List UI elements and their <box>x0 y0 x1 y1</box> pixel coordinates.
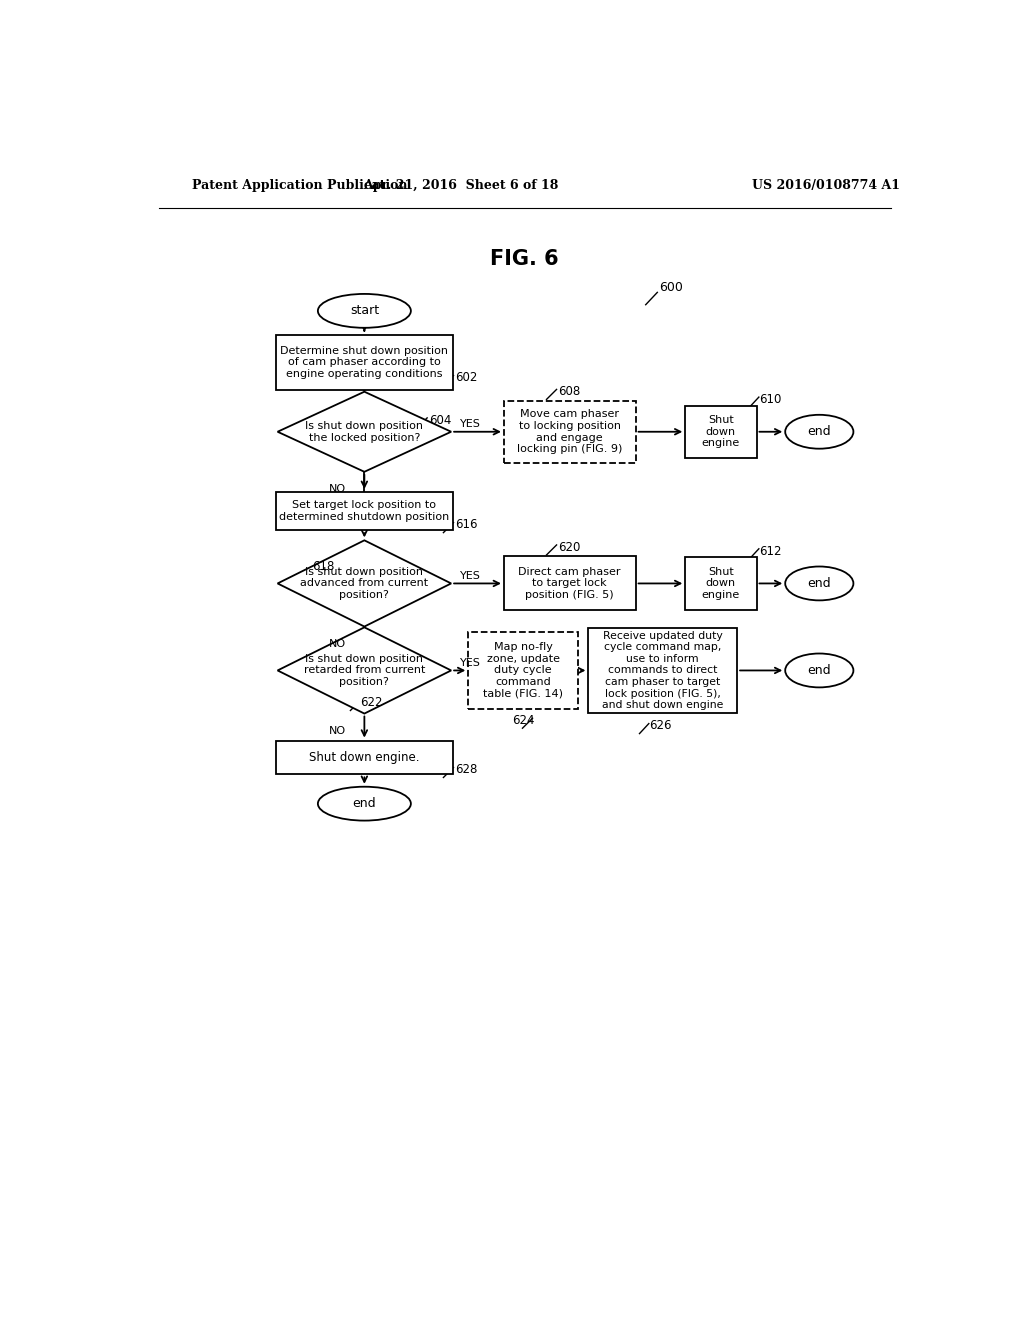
Text: Set target lock position to
determined shutdown position: Set target lock position to determined s… <box>280 500 450 521</box>
Polygon shape <box>278 392 452 471</box>
Text: 602: 602 <box>455 371 477 384</box>
Text: Determine shut down position
of cam phaser according to
engine operating conditi: Determine shut down position of cam phas… <box>281 346 449 379</box>
FancyBboxPatch shape <box>276 741 453 775</box>
Text: YES: YES <box>461 657 481 668</box>
Text: 624: 624 <box>512 714 535 727</box>
Text: Patent Application Publication: Patent Application Publication <box>191 178 408 191</box>
FancyBboxPatch shape <box>276 492 453 531</box>
Text: Receive updated duty
cycle command map,
use to inform
commands to direct
cam pha: Receive updated duty cycle command map, … <box>602 631 723 710</box>
Text: end: end <box>808 425 831 438</box>
Ellipse shape <box>785 653 853 688</box>
FancyBboxPatch shape <box>589 628 737 713</box>
Text: Shut down engine.: Shut down engine. <box>309 751 420 764</box>
Ellipse shape <box>785 566 853 601</box>
Text: end: end <box>808 664 831 677</box>
Text: Direct cam phaser
to target lock
position (FIG. 5): Direct cam phaser to target lock positio… <box>518 566 621 601</box>
Text: 620: 620 <box>558 541 581 554</box>
Text: 628: 628 <box>455 763 477 776</box>
Text: end: end <box>808 577 831 590</box>
Text: start: start <box>350 305 379 317</box>
Text: Move cam phaser
to locking position
and engage
locking pin (FIG. 9): Move cam phaser to locking position and … <box>517 409 623 454</box>
Ellipse shape <box>317 294 411 327</box>
Text: 600: 600 <box>658 281 683 294</box>
Ellipse shape <box>785 414 853 449</box>
FancyBboxPatch shape <box>504 557 636 610</box>
Text: Is shut down position
retarded from current
position?: Is shut down position retarded from curr… <box>304 653 425 686</box>
Text: Apr. 21, 2016  Sheet 6 of 18: Apr. 21, 2016 Sheet 6 of 18 <box>364 178 559 191</box>
Text: Shut
down
engine: Shut down engine <box>701 416 740 449</box>
Polygon shape <box>278 540 452 627</box>
Text: end: end <box>352 797 376 810</box>
FancyBboxPatch shape <box>685 405 757 458</box>
Text: NO: NO <box>329 483 346 494</box>
Text: YES: YES <box>461 418 481 429</box>
Text: NO: NO <box>329 639 346 648</box>
Text: Map no-fly
zone, update
duty cycle
command
table (FIG. 14): Map no-fly zone, update duty cycle comma… <box>483 643 563 698</box>
Text: 616: 616 <box>455 519 477 532</box>
Text: NO: NO <box>329 726 346 735</box>
Text: Is shut down position
advanced from current
position?: Is shut down position advanced from curr… <box>300 566 428 601</box>
Text: Is shut down position
the locked position?: Is shut down position the locked positio… <box>305 421 423 442</box>
Text: 608: 608 <box>558 385 581 399</box>
Text: 622: 622 <box>360 696 383 709</box>
Text: 612: 612 <box>760 545 782 557</box>
Text: 618: 618 <box>312 560 335 573</box>
Text: YES: YES <box>461 570 481 581</box>
FancyBboxPatch shape <box>504 401 636 462</box>
Ellipse shape <box>317 787 411 821</box>
Text: US 2016/0108774 A1: US 2016/0108774 A1 <box>752 178 899 191</box>
Text: 626: 626 <box>649 719 672 733</box>
FancyBboxPatch shape <box>685 557 757 610</box>
FancyBboxPatch shape <box>468 632 579 709</box>
Polygon shape <box>278 627 452 714</box>
Text: Shut
down
engine: Shut down engine <box>701 566 740 601</box>
Text: FIG. 6: FIG. 6 <box>490 248 559 268</box>
Text: 604: 604 <box>429 413 452 426</box>
FancyBboxPatch shape <box>276 335 453 391</box>
Text: 610: 610 <box>760 393 782 407</box>
